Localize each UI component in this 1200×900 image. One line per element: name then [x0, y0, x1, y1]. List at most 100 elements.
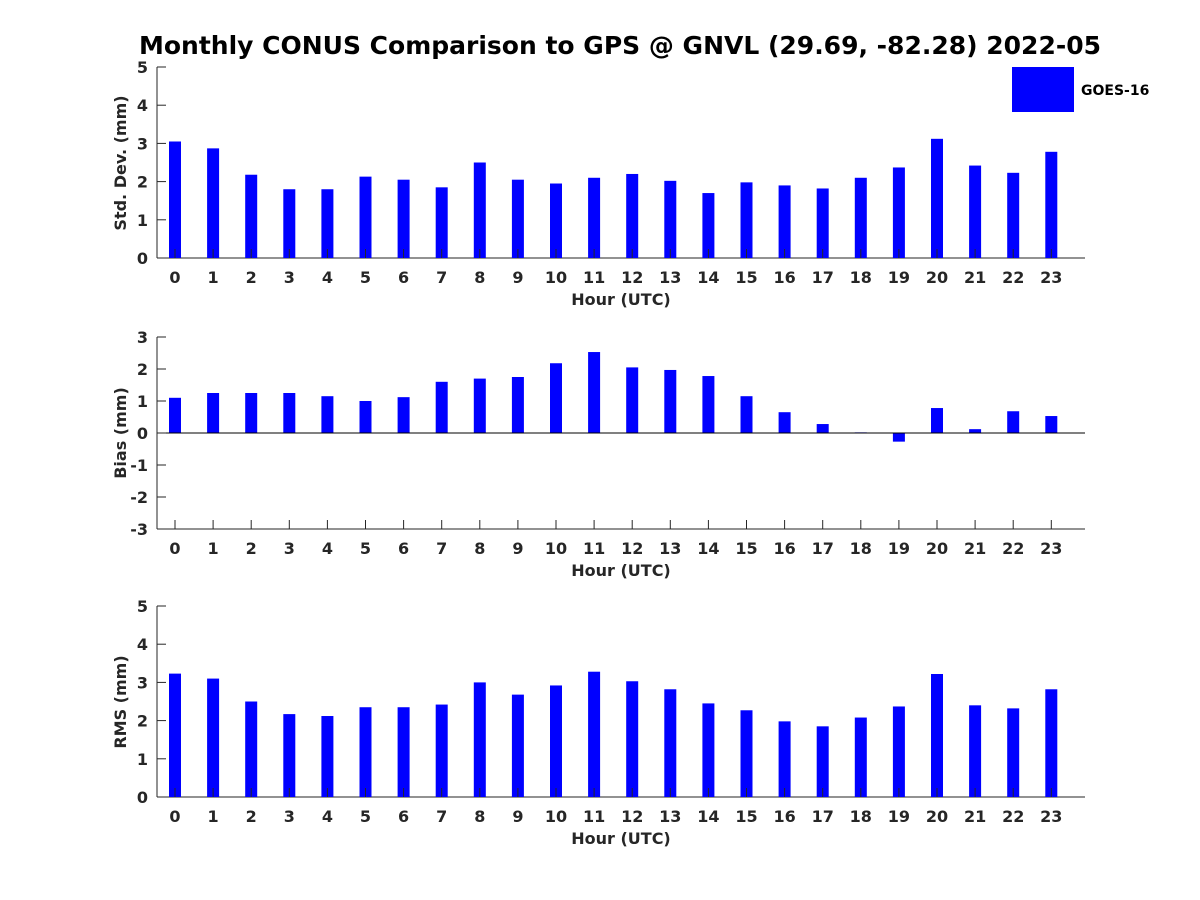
- std-dev-bar: [1045, 151, 1058, 258]
- rms-x-tick-label: 0: [169, 807, 180, 826]
- legend: GOES-16: [1012, 67, 1149, 112]
- rms-bar: [359, 707, 372, 797]
- rms-bar: [740, 710, 753, 797]
- bias-y-tick-label: 2: [137, 360, 148, 379]
- bias-x-tick-label: 12: [621, 539, 643, 558]
- std-dev-bar: [169, 141, 181, 258]
- rms-bar: [931, 673, 943, 797]
- bias-x-tick-label: 1: [208, 539, 219, 558]
- std-dev-bar: [1007, 172, 1020, 258]
- bias-x-tick-label: 9: [512, 539, 523, 558]
- std-dev-bar: [931, 138, 943, 258]
- std-dev-x-tick-label: 16: [773, 268, 795, 287]
- std-dev-x-tick-label: 19: [888, 268, 910, 287]
- rms-x-tick-label: 16: [773, 807, 795, 826]
- rms-x-tick-label: 14: [697, 807, 719, 826]
- std-dev-x-tick-label: 10: [545, 268, 567, 287]
- rms-y-tick-label: 3: [137, 673, 148, 692]
- rms-x-tick-label: 3: [284, 807, 295, 826]
- std-dev-x-tick-label: 21: [964, 268, 986, 287]
- rms-x-tick-label: 17: [812, 807, 834, 826]
- rms-x-tick-label: 22: [1002, 807, 1024, 826]
- std-dev-bar: [397, 179, 410, 258]
- bias-bar: [778, 412, 791, 433]
- std-dev-bar: [283, 189, 296, 258]
- bias-x-tick-label: 23: [1040, 539, 1062, 558]
- bias-x-tick-label: 11: [583, 539, 605, 558]
- rms-bar: [511, 694, 524, 797]
- rms-y-tick-label: 5: [137, 597, 148, 616]
- std-dev-bar: [778, 185, 791, 258]
- bias-x-tick-label: 19: [888, 539, 910, 558]
- std-dev-x-tick-label: 0: [169, 268, 180, 287]
- std-dev-x-tick-label: 5: [360, 268, 371, 287]
- bias-y-tick-label: -2: [130, 488, 148, 507]
- std-dev-x-tick-label: 20: [926, 268, 948, 287]
- rms-bar: [1007, 708, 1020, 797]
- legend-label: GOES-16: [1081, 83, 1149, 99]
- std-dev-bar: [550, 183, 562, 258]
- std-dev-x-tick-label: 14: [697, 268, 719, 287]
- rms-bar: [321, 716, 334, 797]
- rms-y-tick-label: 4: [137, 635, 148, 654]
- rms-bar: [283, 714, 296, 797]
- legend-swatch: [1012, 67, 1074, 112]
- std-dev-x-tick-label: 8: [474, 268, 485, 287]
- rms-bar: [169, 673, 181, 797]
- rms-bar: [778, 721, 791, 797]
- rms-bar: [816, 726, 829, 797]
- rms-bar: [207, 678, 220, 797]
- bias-x-tick-label: 20: [926, 539, 948, 558]
- bias-x-tick-label: 22: [1002, 539, 1024, 558]
- std-dev-bar: [854, 177, 867, 258]
- bias-bar: [816, 424, 829, 433]
- bias-y-axis-label: Bias (mm): [111, 387, 130, 479]
- rms-y-tick-label: 2: [137, 712, 148, 731]
- std-dev-bar: [588, 177, 601, 258]
- bias-x-tick-label: 17: [812, 539, 834, 558]
- bias-bar: [1045, 416, 1058, 433]
- bias-bar: [969, 429, 982, 433]
- rms-bar: [245, 701, 258, 797]
- rms-x-tick-label: 21: [964, 807, 986, 826]
- rms-y-tick-label: 1: [137, 750, 148, 769]
- bias-x-tick-label: 4: [322, 539, 333, 558]
- std-dev-x-tick-label: 15: [735, 268, 757, 287]
- rms-x-tick-label: 12: [621, 807, 643, 826]
- bias-y-tick-label: 3: [137, 328, 148, 347]
- rms-bar: [435, 704, 448, 797]
- std-dev-bar: [969, 165, 982, 258]
- std-dev-y-tick-label: 5: [137, 58, 148, 77]
- rms-bar: [854, 717, 867, 797]
- std-dev-x-tick-label: 17: [812, 268, 834, 287]
- bias-x-tick-label: 13: [659, 539, 681, 558]
- std-dev-x-tick-label: 6: [398, 268, 409, 287]
- rms-x-axis-label: Hour (UTC): [571, 829, 671, 848]
- std-dev-bar: [245, 174, 258, 258]
- std-dev-bar: [207, 148, 220, 258]
- std-dev-bar: [511, 179, 524, 258]
- bias-bar: [245, 393, 258, 433]
- std-dev-bar: [435, 187, 448, 258]
- rms-bar: [1045, 689, 1058, 797]
- rms-x-tick-label: 20: [926, 807, 948, 826]
- std-dev-bar: [816, 188, 829, 258]
- bias-x-tick-label: 14: [697, 539, 719, 558]
- bias-x-tick-label: 16: [773, 539, 795, 558]
- std-dev-y-tick-label: 0: [137, 249, 148, 268]
- bias-x-tick-label: 3: [284, 539, 295, 558]
- bias-x-tick-label: 2: [246, 539, 257, 558]
- rms-y-axis-label: RMS (mm): [111, 655, 130, 748]
- bias-bar: [207, 393, 220, 433]
- std-dev-x-tick-label: 13: [659, 268, 681, 287]
- bias-x-tick-label: 0: [169, 539, 180, 558]
- rms-x-tick-label: 13: [659, 807, 681, 826]
- rms-bar: [473, 682, 486, 797]
- std-dev-x-tick-label: 2: [246, 268, 257, 287]
- bias-bar: [169, 397, 181, 433]
- rms-x-tick-label: 6: [398, 807, 409, 826]
- std-dev-bar: [664, 180, 677, 258]
